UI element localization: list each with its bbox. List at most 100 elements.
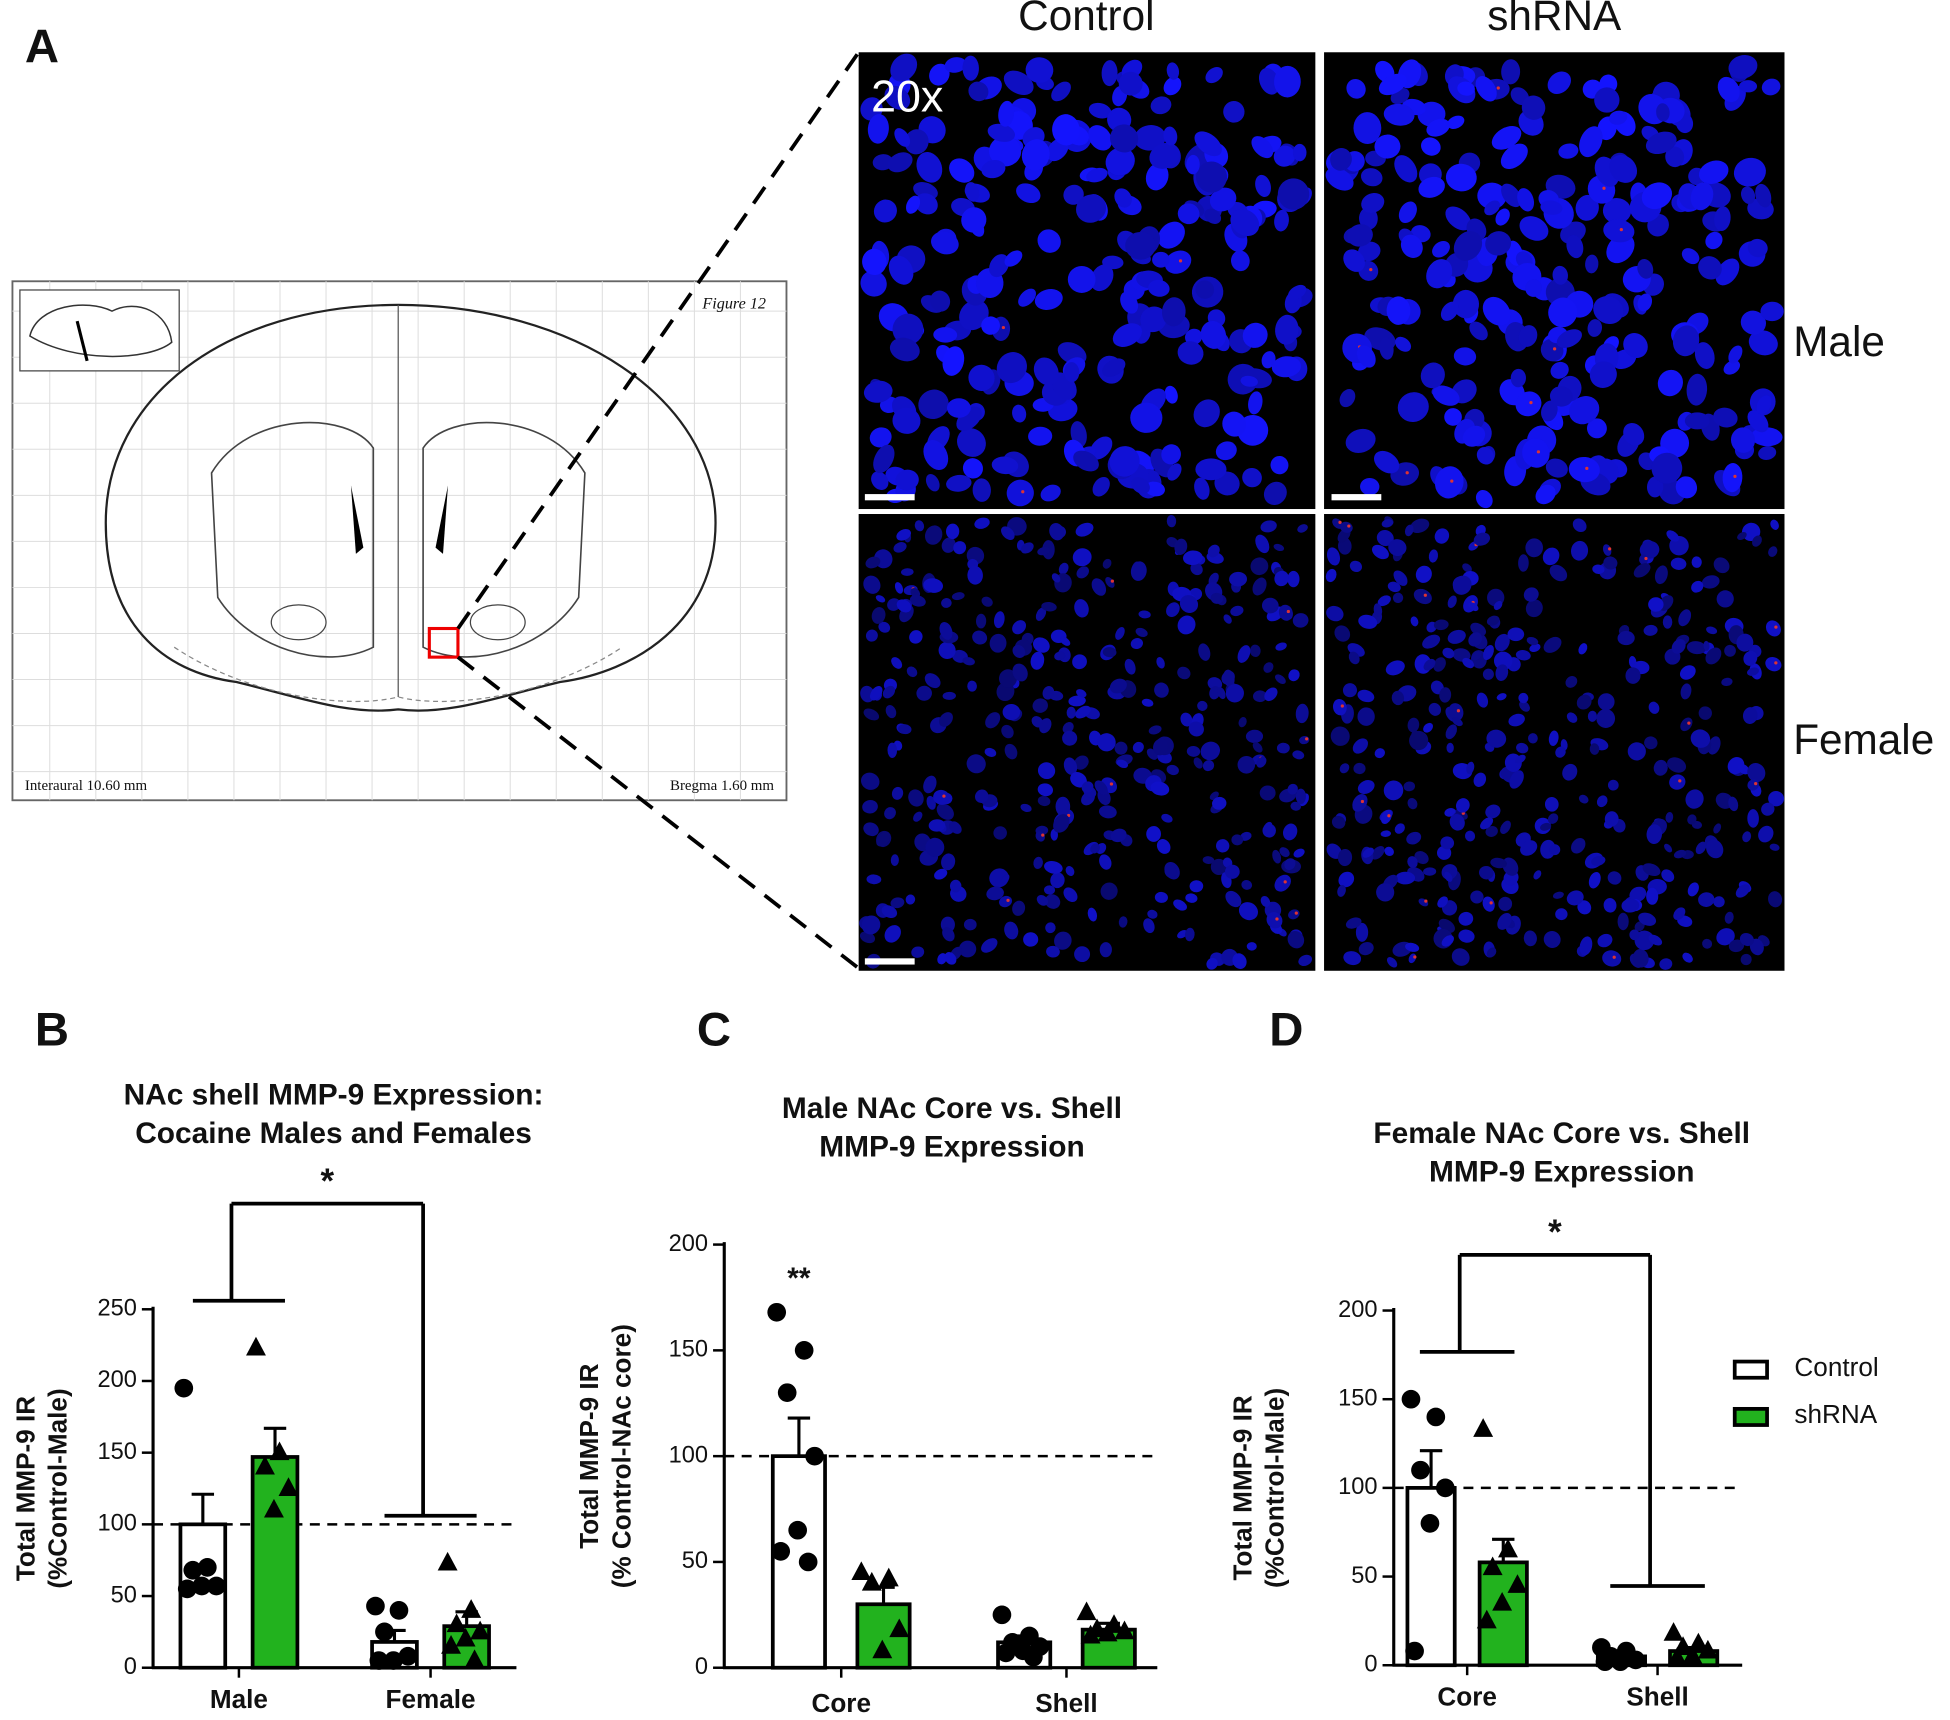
data-point bbox=[1411, 1460, 1430, 1480]
nucleus bbox=[863, 380, 893, 403]
nucleus bbox=[1033, 856, 1043, 869]
nucleus bbox=[1578, 643, 1588, 655]
nucleus bbox=[1549, 564, 1568, 582]
striatum-right bbox=[422, 421, 586, 658]
nucleus bbox=[1337, 848, 1353, 867]
nucleus bbox=[1206, 957, 1218, 970]
data-point bbox=[246, 1336, 266, 1356]
y-tick-label: 0 bbox=[124, 1654, 137, 1680]
nucleus bbox=[1002, 703, 1021, 721]
nucleus bbox=[1352, 793, 1368, 812]
nucleus bbox=[1722, 463, 1743, 493]
nucleus bbox=[911, 946, 925, 958]
nucleus bbox=[967, 565, 983, 585]
nucleus bbox=[1642, 863, 1661, 877]
nucleus bbox=[1088, 125, 1112, 151]
nucleus bbox=[1393, 570, 1408, 586]
nucleus bbox=[1515, 391, 1542, 417]
nucleus bbox=[1682, 952, 1693, 963]
nucleus bbox=[882, 685, 896, 699]
nucleus bbox=[1458, 929, 1475, 943]
nucleus bbox=[1453, 231, 1483, 261]
nucleus bbox=[1657, 369, 1683, 397]
nucleus bbox=[957, 428, 986, 457]
nucleus bbox=[1737, 763, 1750, 775]
nucleus bbox=[1665, 146, 1685, 168]
nucleus bbox=[1161, 813, 1173, 823]
nucleus bbox=[981, 160, 1006, 179]
data-point bbox=[464, 1649, 485, 1669]
nucleus bbox=[1632, 948, 1649, 968]
nucleus bbox=[1768, 791, 1785, 807]
nucleus bbox=[1730, 427, 1756, 453]
nucleus bbox=[1747, 410, 1769, 433]
row-label: Male bbox=[1793, 318, 1885, 365]
nucleus bbox=[1440, 836, 1455, 850]
nucleus bbox=[928, 819, 946, 832]
nucleus bbox=[1051, 573, 1061, 583]
nucleus bbox=[892, 407, 921, 434]
nucleus bbox=[1592, 564, 1605, 574]
atlas-figure: Figure 12 bbox=[701, 296, 766, 313]
nucleus bbox=[1543, 636, 1562, 653]
region-border bbox=[173, 646, 623, 703]
nucleus bbox=[1410, 616, 1419, 627]
nucleus bbox=[1091, 578, 1107, 596]
atlas-grid bbox=[12, 281, 787, 801]
nucleus bbox=[1377, 595, 1391, 607]
nucleus bbox=[873, 444, 895, 474]
nucleus bbox=[884, 925, 901, 943]
puncta bbox=[1347, 524, 1351, 528]
nucleus bbox=[1298, 954, 1313, 967]
nucleus bbox=[1686, 373, 1708, 406]
nucleus bbox=[1510, 368, 1526, 388]
nucleus bbox=[1407, 797, 1418, 810]
nucleus bbox=[1352, 738, 1368, 754]
nucleus bbox=[1194, 131, 1222, 157]
nucleus bbox=[1405, 942, 1420, 952]
nucleus bbox=[1747, 809, 1759, 828]
nucleus bbox=[1383, 780, 1404, 801]
nucleus bbox=[887, 742, 898, 758]
data-point bbox=[174, 1378, 194, 1398]
nucleus bbox=[1607, 871, 1622, 885]
nucleus bbox=[1044, 861, 1063, 874]
data-point bbox=[1476, 1609, 1497, 1629]
nucleus bbox=[1240, 375, 1258, 387]
data-point bbox=[992, 1605, 1012, 1625]
nucleus bbox=[1742, 831, 1752, 843]
nucleus bbox=[1509, 770, 1524, 789]
nucleus bbox=[1087, 907, 1098, 922]
nucleus bbox=[1669, 774, 1686, 790]
nucleus bbox=[1063, 887, 1078, 903]
striatum-left bbox=[210, 421, 375, 658]
nucleus bbox=[1686, 641, 1707, 655]
nucleus bbox=[1442, 647, 1455, 659]
puncta bbox=[1286, 609, 1290, 614]
nucleus bbox=[1295, 788, 1306, 804]
nucleus bbox=[1383, 103, 1415, 126]
nucleus bbox=[1747, 667, 1759, 676]
nucleus bbox=[1597, 693, 1615, 711]
nucleus bbox=[1195, 458, 1227, 481]
data-point bbox=[872, 1639, 893, 1659]
nucleus bbox=[1225, 890, 1242, 908]
nucleus bbox=[1062, 722, 1074, 734]
nucleus bbox=[1177, 203, 1200, 225]
y-tick-label: 50 bbox=[1351, 1563, 1377, 1589]
nucleus bbox=[895, 469, 919, 491]
nucleus bbox=[1326, 843, 1342, 859]
nucleus bbox=[1039, 718, 1052, 734]
nucleus bbox=[924, 525, 943, 545]
chart-title: NAc shell MMP-9 Expression: bbox=[124, 1078, 544, 1111]
nucleus bbox=[1190, 562, 1203, 576]
nucleus bbox=[1028, 426, 1053, 446]
nucleus bbox=[1037, 783, 1054, 797]
nucleus bbox=[1032, 698, 1048, 713]
nucleus bbox=[1679, 665, 1696, 680]
y-tick-label: 100 bbox=[97, 1511, 136, 1537]
nucleus bbox=[1476, 447, 1494, 465]
y-axis-label: (%Control-Male) bbox=[1260, 1388, 1290, 1588]
nucleus bbox=[1353, 762, 1366, 775]
nucleus bbox=[1062, 730, 1078, 746]
